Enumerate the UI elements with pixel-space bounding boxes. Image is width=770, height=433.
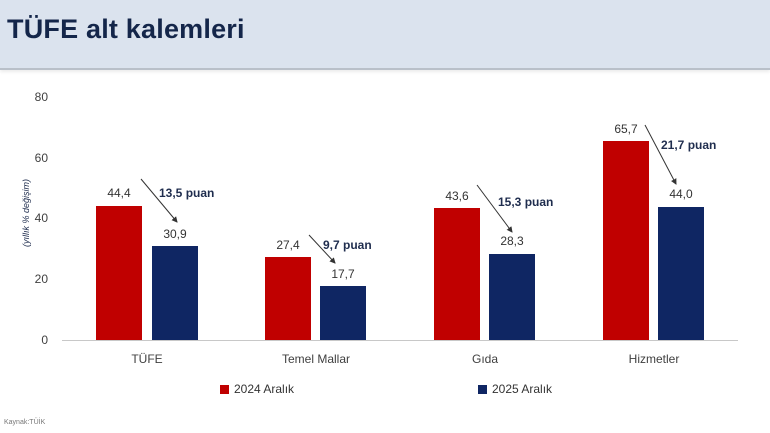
legend-item-2024: 2024 Aralık bbox=[220, 382, 294, 396]
difference-label-tufe: 13,5 puan bbox=[159, 186, 215, 200]
y-tick-60: 60 bbox=[34, 151, 48, 165]
difference-label-gida: 15,3 puan bbox=[498, 195, 554, 209]
value-label-tufe-2024: 44,4 bbox=[107, 186, 131, 200]
bar-gida-2025 bbox=[489, 254, 535, 340]
bar-temel-mallar-2025 bbox=[320, 286, 366, 340]
bar-temel-mallar-2024 bbox=[265, 257, 311, 340]
category-label-tufe: TÜFE bbox=[131, 352, 163, 366]
y-tick-80: 80 bbox=[34, 90, 48, 104]
difference-label-hizmetler: 21,7 puan bbox=[661, 138, 717, 152]
page-title: TÜFE alt kalemleri bbox=[7, 14, 245, 44]
bar-hizmetler-2024 bbox=[603, 141, 649, 340]
page-header: TÜFE alt kalemleri bbox=[0, 0, 770, 70]
y-tick-0: 0 bbox=[41, 333, 48, 347]
y-tick-40: 40 bbox=[34, 211, 48, 225]
source-note: Kaynak:TÜİK bbox=[4, 419, 46, 426]
value-label-gida-2024: 43,6 bbox=[445, 189, 469, 203]
category-label-temel-mallar: Temel Mallar bbox=[281, 352, 350, 366]
legend-swatch-2025 bbox=[478, 384, 487, 394]
bar-hizmetler-2025 bbox=[658, 207, 704, 340]
value-label-hizmetler-2024: 65,7 bbox=[614, 122, 638, 136]
y-tick-20: 20 bbox=[34, 272, 48, 286]
bar-tufe-2024 bbox=[96, 206, 142, 340]
value-label-temel-mallar-2025: 17,7 bbox=[331, 267, 355, 281]
value-label-hizmetler-2025: 44,0 bbox=[669, 187, 693, 201]
category-label-hizmetler: Hizmetler bbox=[628, 352, 680, 366]
x-axis-line bbox=[62, 340, 738, 341]
value-label-temel-mallar-2024: 27,4 bbox=[276, 238, 300, 252]
value-label-tufe-2025: 30,9 bbox=[163, 227, 187, 241]
bar-gida-2024 bbox=[434, 208, 480, 340]
bar-tufe-2025 bbox=[152, 246, 198, 340]
category-label-gida: Gıda bbox=[471, 352, 498, 366]
legend-label-2024: 2024 Aralık bbox=[234, 382, 295, 396]
legend-label-2025: 2025 Aralık bbox=[492, 382, 553, 396]
difference-label-temel-mallar: 9,7 puan bbox=[323, 238, 372, 252]
value-label-gida-2025: 28,3 bbox=[500, 234, 524, 248]
legend-item-2025: 2025 Aralık bbox=[478, 382, 552, 396]
y-axis-label: (yıllık % değişim) bbox=[21, 179, 31, 248]
legend-swatch-2024 bbox=[220, 384, 229, 394]
